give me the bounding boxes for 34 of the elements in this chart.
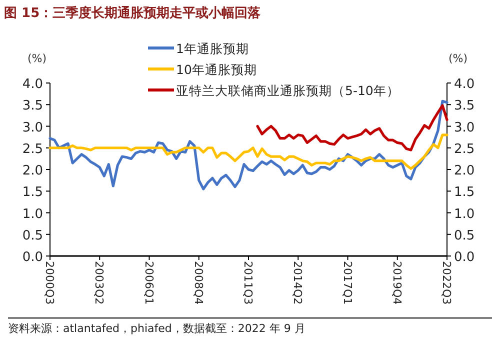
y2-tick-label: 4.0 bbox=[454, 77, 475, 92]
y2-tick-label: 2.0 bbox=[454, 164, 475, 178]
x-tick-label: 2000Q3 bbox=[43, 261, 56, 305]
legend-label: 亚特兰大联储商业通胀预期（5-10年） bbox=[176, 83, 400, 98]
y-tick-label: 4.0 bbox=[22, 77, 43, 92]
x-tick-label: 2019Q4 bbox=[390, 261, 404, 305]
x-tick-label: 2011Q3 bbox=[242, 261, 254, 305]
y-tick-label: 1.0 bbox=[22, 206, 43, 222]
y2-tick-label: 3.5 bbox=[454, 98, 475, 114]
chart-title: 图 15：三季度长期通胀预期走平或小幅回落 bbox=[4, 5, 262, 21]
text: 资料来源：atlantafed，phiafed，数据截至：2022 年 9 月 bbox=[8, 322, 306, 335]
y-tick-label: 2.0 bbox=[22, 164, 43, 178]
x-tick-label: 2008Q4 bbox=[192, 261, 205, 305]
y2-tick-label: 0.0 bbox=[454, 250, 475, 265]
x-tick-label: 2022Q3 bbox=[440, 261, 453, 305]
x-tick-label: 2014Q2 bbox=[291, 261, 304, 305]
y2-tick-label: 2.5 bbox=[454, 142, 475, 157]
y2-tick-label: 0.5 bbox=[454, 228, 475, 244]
y-axis-title: (%) bbox=[27, 52, 47, 65]
y-tick-label: 2.5 bbox=[22, 142, 43, 157]
x-tick-label: 2006Q1 bbox=[142, 261, 156, 305]
y-tick-label: 0.0 bbox=[22, 250, 43, 265]
y2-tick-label: 1.5 bbox=[454, 185, 475, 200]
legend-label: 1年通胀预期 bbox=[176, 41, 249, 56]
x-tick-label: 2017Q1 bbox=[340, 261, 354, 305]
legend-label: 10年通胀预期 bbox=[176, 62, 257, 77]
y2-tick-label: 3.0 bbox=[454, 120, 475, 136]
y2-tick-label: 1.0 bbox=[454, 206, 475, 222]
x-tick-label: 2003Q2 bbox=[92, 261, 106, 305]
y-tick-label: 0.5 bbox=[22, 228, 43, 244]
y-tick-label: 3.5 bbox=[22, 98, 43, 114]
y-tick-label: 1.5 bbox=[22, 185, 43, 200]
y2-axis-title: (%) bbox=[448, 52, 468, 65]
y-tick-label: 3.0 bbox=[22, 120, 43, 136]
